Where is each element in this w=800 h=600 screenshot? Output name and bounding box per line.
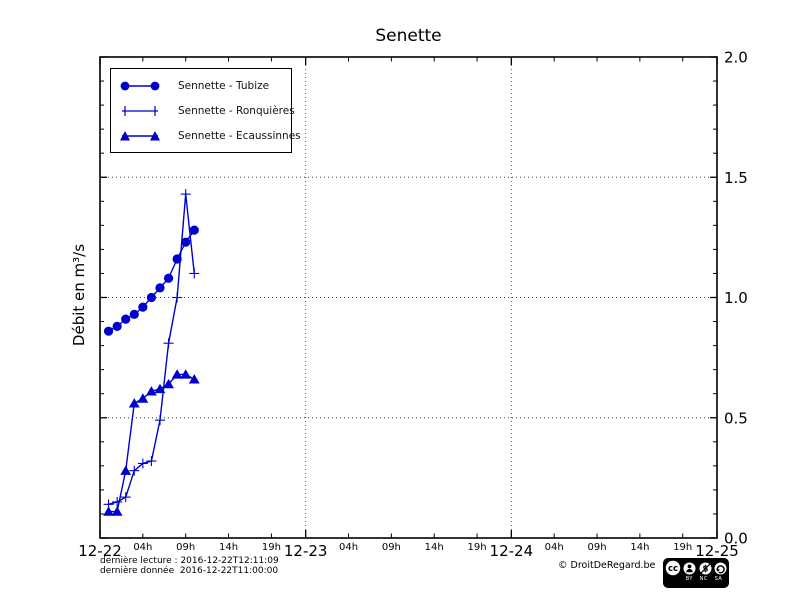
series-tubize [103,225,199,336]
gridlines [100,57,717,538]
plus-marker-sample-icon [122,105,158,116]
legend-item-tubize: Sennette - Tubize [117,79,291,93]
data-point-circle [112,321,122,331]
data-point-circle [103,326,114,336]
x-day-label: 12-22 [78,542,122,560]
last-data-text: dernière donnée 2016-12-22T11:00:00 [100,566,279,576]
x-day-label: 12-24 [490,542,534,560]
chart-title: Senette [375,26,442,46]
data-point-triangle [188,374,200,384]
data-point-triangle [128,398,140,408]
cc-logo-icon: cc [665,560,681,576]
data-point-circle [121,314,131,324]
y-tick-label: 2.0 [724,49,748,67]
x-hour-label: 19h [262,542,281,553]
data-point-circle [163,273,174,283]
data-point-circle [181,237,191,247]
cc-term-nc: NC [699,576,708,582]
x-hour-label: 14h [630,542,649,553]
x-hour-label: 19h [468,542,487,553]
cc-license-badge[interactable]: cc $ BY NC SA [663,558,729,588]
series-ronquieres [103,189,200,510]
y-tick-label: 0.5 [724,409,748,427]
y-axis-ticks: 0.0 0.5 1.0 1.5 2.0 [100,49,748,548]
data-point-triangle [171,369,183,379]
cc-term-by: BY [685,576,693,582]
data-point-circle [146,292,157,303]
circle-marker-sample-icon [120,81,160,90]
cc-nc-no-dollar-icon: $ [699,562,712,574]
legend-label-ronquieres: Sennette - Ronquières [178,104,295,117]
cc-by-person-icon [683,562,696,574]
data-point-triangle [163,378,174,389]
x-day-label: 12-25 [695,542,739,560]
svg-text:$: $ [702,564,708,574]
triangle-marker-sample-icon [120,130,160,140]
legend: Sennette - Tubize Sennette - Ronquières … [110,68,301,153]
last-reading-text: dernière lecture : 2016-12-22T12:11:09 [100,556,279,566]
x-hour-label: 09h [382,542,401,553]
x-day-label: 12-23 [284,542,328,560]
data-point-triangle [120,465,132,475]
x-hour-label: 14h [425,542,444,553]
data-point-circle [155,283,165,293]
data-point-triangle [137,393,149,403]
data-point-circle [189,225,199,235]
x-hour-label: 04h [339,542,358,553]
x-hour-label: 14h [219,542,238,553]
data-point-triangle [146,386,157,396]
legend-item-ecaussinnes: Sennette - Ecaussinnes [117,129,301,143]
y-tick-label: 1.5 [724,169,748,187]
legend-label-tubize: Sennette - Tubize [178,79,270,92]
x-axis-ticks: 12-22 12-23 12-24 12-25 04h 09h 14h 19h 04h 09h 14… [78,57,739,560]
x-hour-label: 19h [673,542,692,553]
copyright-text: © DroitDeRegard.be [558,560,656,571]
legend-item-ronquieres: Sennette - Ronquières [117,104,295,118]
x-hour-label: 09h [587,542,606,553]
y-tick-label: 0.0 [724,530,748,548]
series-ecaussinnes [103,369,200,516]
x-hour-label: 09h [176,542,195,553]
data-point-triangle [154,383,166,394]
cc-term-sa: SA [714,576,723,582]
cc-sa-share-alike-icon [714,562,727,574]
legend-label-ecaussinnes: Sennette - Ecaussinnes [178,129,301,142]
data-point-triangle [111,506,123,516]
data-point-triangle [103,506,114,516]
x-hour-label: 04h [133,542,152,553]
data-point-triangle [180,369,192,379]
data-point-circle [129,309,139,319]
y-tick-label: 1.0 [724,289,748,307]
svg-text:cc: cc [668,564,678,574]
x-hour-label: 04h [545,542,564,553]
data-point-circle [138,302,148,312]
